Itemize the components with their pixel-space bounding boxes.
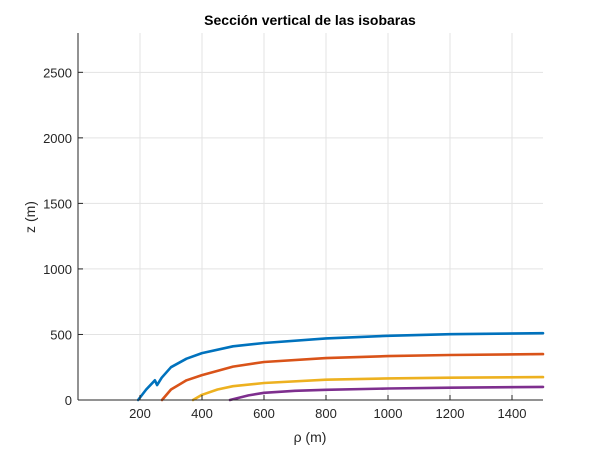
x-tick-label: 400 bbox=[191, 406, 213, 421]
y-tick-label: 0 bbox=[65, 393, 72, 408]
series-line-1 bbox=[136, 331, 545, 402]
series-lines bbox=[136, 331, 545, 402]
grid bbox=[78, 33, 543, 401]
series-line-3 bbox=[191, 375, 545, 402]
x-tick-label: 1000 bbox=[374, 406, 403, 421]
x-tick-label: 600 bbox=[253, 406, 275, 421]
x-tick-label: 800 bbox=[315, 406, 337, 421]
y-axis-label: z (m) bbox=[22, 201, 38, 233]
chart-title: Sección vertical de las isobaras bbox=[204, 12, 416, 28]
y-tick-label: 1000 bbox=[43, 262, 72, 277]
x-tick-label: 1400 bbox=[498, 406, 527, 421]
series-line-4 bbox=[228, 385, 545, 402]
x-tick-label: 1200 bbox=[436, 406, 465, 421]
x-tick-label: 200 bbox=[129, 406, 151, 421]
x-axis-label: ρ (m) bbox=[294, 429, 327, 445]
series-line-2 bbox=[160, 352, 545, 402]
y-tick-label: 1500 bbox=[43, 196, 72, 211]
y-tick-label: 2500 bbox=[43, 65, 72, 80]
y-tick-label: 500 bbox=[50, 327, 72, 342]
axes: 200 400 600 800 1000 1200 1400 0 500 1000 1500 2000… bbox=[43, 33, 543, 421]
y-tick-label: 2000 bbox=[43, 131, 72, 146]
